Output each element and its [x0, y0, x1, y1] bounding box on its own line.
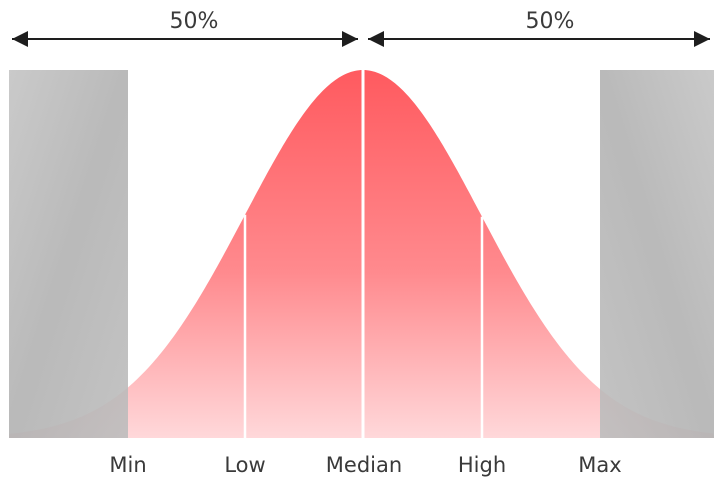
above-max-region — [600, 70, 714, 438]
max-label: Max — [578, 453, 621, 477]
high-label: High — [458, 453, 506, 477]
right-share-label: 50% — [526, 9, 575, 34]
low-label: Low — [224, 453, 265, 477]
below-min-region — [9, 70, 128, 438]
median-label: Median — [326, 453, 402, 477]
min-label: Min — [109, 453, 146, 477]
left-share-label: 50% — [170, 9, 219, 34]
